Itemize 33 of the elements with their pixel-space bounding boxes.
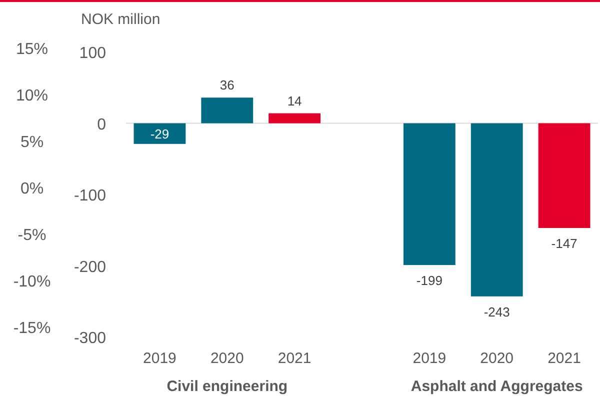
data-label: 14 bbox=[287, 93, 302, 108]
x-tick-label: 2020 bbox=[210, 350, 244, 367]
y2-tick-label: 5% bbox=[20, 134, 44, 151]
y2-tick-label: 0% bbox=[20, 180, 44, 198]
text: Civil engineering bbox=[166, 378, 288, 395]
bar bbox=[403, 123, 456, 266]
data-label: -147 bbox=[551, 236, 578, 251]
x-tick-label: 2021 bbox=[278, 350, 312, 367]
data-label: -243 bbox=[484, 304, 510, 320]
bar bbox=[201, 98, 254, 124]
data-label: -29 bbox=[150, 126, 170, 142]
bar bbox=[134, 123, 186, 144]
y-tick-label: 100 bbox=[79, 45, 106, 62]
x-tick-label: 2019 bbox=[143, 350, 176, 367]
x-tick-label: 2021 bbox=[548, 350, 581, 367]
y-tick-label: -300 bbox=[74, 330, 106, 347]
bar bbox=[470, 123, 523, 296]
y-tick-label: 0 bbox=[97, 116, 106, 134]
x-tick-label: 2019 bbox=[412, 350, 446, 367]
data-label: 36 bbox=[220, 78, 234, 93]
y2-tick-label: -10% bbox=[13, 274, 51, 290]
y-axis-title: NOK million bbox=[81, 11, 160, 28]
y-tick-label: -200 bbox=[74, 258, 106, 276]
text: Asphalt and Aggregates bbox=[410, 378, 583, 395]
y2-tick-label: -15% bbox=[13, 320, 51, 337]
bar bbox=[538, 123, 590, 228]
y-tick-label: -100 bbox=[74, 188, 106, 204]
y2-tick-label: -5% bbox=[18, 227, 46, 244]
x-tick-label: 2020 bbox=[480, 350, 514, 367]
y2-tick-label: 10% bbox=[16, 88, 48, 104]
y2-tick-label: 15% bbox=[16, 41, 48, 58]
bar bbox=[268, 113, 321, 124]
data-label: -199 bbox=[416, 273, 442, 288]
